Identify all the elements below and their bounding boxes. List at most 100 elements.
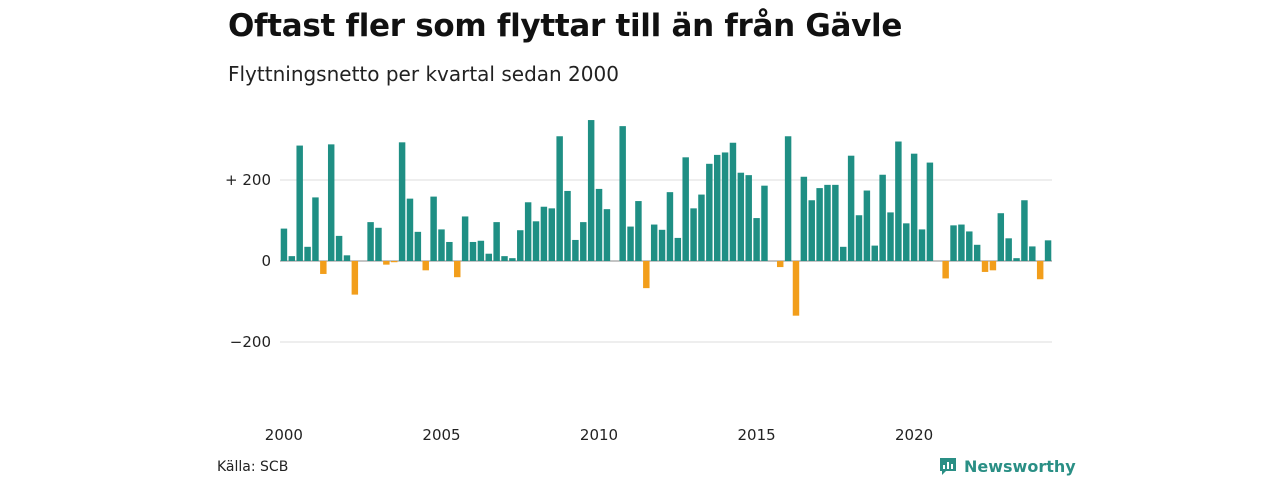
- y-tick-label: −200: [230, 333, 271, 351]
- bar-2018-Q4: [871, 245, 878, 261]
- bar-2014-Q2: [729, 142, 737, 261]
- bar-2018-Q3: [863, 190, 871, 261]
- bar-2001-Q4: [335, 235, 343, 261]
- bar-2001-Q1: [312, 197, 319, 261]
- chart-subtitle: Flyttningsnetto per kvartal sedan 2000: [228, 62, 619, 86]
- bar-2018-Q2: [855, 215, 863, 262]
- bar-2012-Q2: [666, 192, 674, 261]
- bar-2004-Q2: [414, 231, 422, 261]
- bar-2016-Q3: [800, 176, 808, 261]
- bar-2002-Q2: [351, 261, 359, 295]
- bar-2013-Q1: [690, 208, 697, 261]
- bar-2021-Q4: [966, 231, 973, 262]
- bar-2013-Q3: [706, 163, 713, 261]
- bar-2008-Q1: [532, 221, 540, 261]
- bar-2017-Q4: [840, 246, 847, 261]
- bar-2010-Q1: [595, 188, 603, 261]
- bar-2010-Q4: [619, 126, 626, 261]
- bar-2003-Q1: [375, 227, 382, 261]
- bar-2021-Q3: [958, 224, 965, 261]
- bar-2014-Q1: [721, 152, 729, 261]
- newsworthy-icon: [940, 458, 956, 475]
- bar-2006-Q1: [469, 241, 477, 262]
- bar-2023-Q4: [1029, 246, 1036, 261]
- source-note: Källa: SCB: [217, 459, 289, 475]
- bar-2023-Q1: [1005, 238, 1012, 261]
- bar-2023-Q2: [1013, 258, 1020, 261]
- bar-2004-Q1: [406, 198, 414, 261]
- bar-2007-Q2: [509, 258, 516, 261]
- bar-2005-Q4: [461, 216, 469, 261]
- bar-2012-Q4: [682, 157, 689, 261]
- bar-2017-Q1: [816, 188, 823, 261]
- bar-2012-Q1: [658, 229, 666, 261]
- bar-2017-Q2: [824, 184, 831, 261]
- x-tick-label: 2015: [738, 426, 776, 444]
- chart-title: Oftast fler som flyttar till än från Gäv…: [228, 8, 903, 44]
- bar-2004-Q3: [422, 261, 429, 271]
- bar-2010-Q2: [603, 209, 611, 261]
- bar-2019-Q3: [895, 141, 902, 261]
- y-tick-label: 0: [261, 252, 271, 270]
- bar-2019-Q1: [879, 174, 886, 262]
- bar-2003-Q2: [383, 261, 390, 265]
- bar-2011-Q3: [643, 261, 650, 289]
- bar-2014-Q3: [737, 172, 745, 261]
- bar-2021-Q2: [950, 225, 957, 261]
- bar-2016-Q4: [808, 200, 815, 261]
- bar-2007-Q3: [517, 230, 524, 261]
- bar-2004-Q4: [430, 196, 437, 261]
- bar-2006-Q3: [485, 253, 492, 261]
- bar-2000-Q4: [304, 246, 311, 261]
- bar-2020-Q2: [918, 229, 926, 261]
- bar-2020-Q3: [926, 162, 934, 261]
- brand-logo: Newsworthy: [938, 456, 1076, 476]
- bar-2013-Q2: [698, 194, 705, 261]
- bar-2005-Q3: [454, 261, 461, 278]
- bar-2008-Q4: [556, 136, 563, 261]
- bar-2005-Q2: [446, 241, 453, 262]
- bar-2003-Q4: [398, 142, 406, 261]
- bar-2018-Q1: [847, 155, 855, 261]
- bar-2000-Q2: [288, 256, 296, 261]
- bar-2009-Q3: [580, 222, 587, 261]
- bar-undefined: [1044, 240, 1052, 261]
- bar-2022-Q2: [981, 261, 989, 272]
- y-tick-label: + 200: [225, 171, 271, 189]
- bar-2017-Q3: [832, 184, 839, 261]
- bar-2001-Q2: [320, 261, 327, 274]
- bar-2019-Q2: [887, 212, 894, 261]
- bar-2006-Q4: [493, 222, 500, 261]
- brand-name: Newsworthy: [964, 456, 1076, 476]
- bar-2024-Q1: [1036, 261, 1044, 280]
- bar-2005-Q1: [438, 229, 445, 261]
- x-tick-label: 2005: [422, 426, 460, 444]
- bar-2002-Q4: [367, 222, 374, 261]
- bar-2015-Q4: [776, 261, 784, 268]
- bar-2015-Q1: [753, 218, 760, 261]
- bar-2012-Q3: [674, 237, 682, 261]
- bar-2019-Q4: [903, 223, 910, 261]
- bar-2016-Q2: [792, 261, 800, 316]
- bar-2009-Q2: [572, 239, 579, 261]
- bar-2008-Q2: [540, 206, 548, 261]
- bar-2020-Q1: [910, 153, 918, 262]
- bar-2006-Q2: [477, 240, 485, 261]
- bar-2009-Q1: [564, 190, 571, 261]
- bar-2015-Q2: [761, 185, 768, 261]
- bar-2016-Q1: [784, 136, 792, 261]
- bar-2022-Q4: [997, 213, 1005, 261]
- x-tick-label: 2000: [265, 426, 303, 444]
- bar-2014-Q4: [745, 175, 752, 261]
- bar-2007-Q4: [524, 202, 532, 262]
- x-tick-label: 2020: [895, 426, 933, 444]
- bar-2003-Q3: [390, 261, 398, 263]
- x-tick-label: 2010: [580, 426, 618, 444]
- bar-2022-Q3: [989, 261, 997, 271]
- bar-2023-Q3: [1021, 200, 1028, 261]
- bar-2000-Q3: [296, 145, 303, 261]
- bar-2021-Q1: [942, 261, 949, 279]
- bar-2000-Q1: [280, 228, 288, 261]
- bar-2009-Q4: [587, 120, 595, 261]
